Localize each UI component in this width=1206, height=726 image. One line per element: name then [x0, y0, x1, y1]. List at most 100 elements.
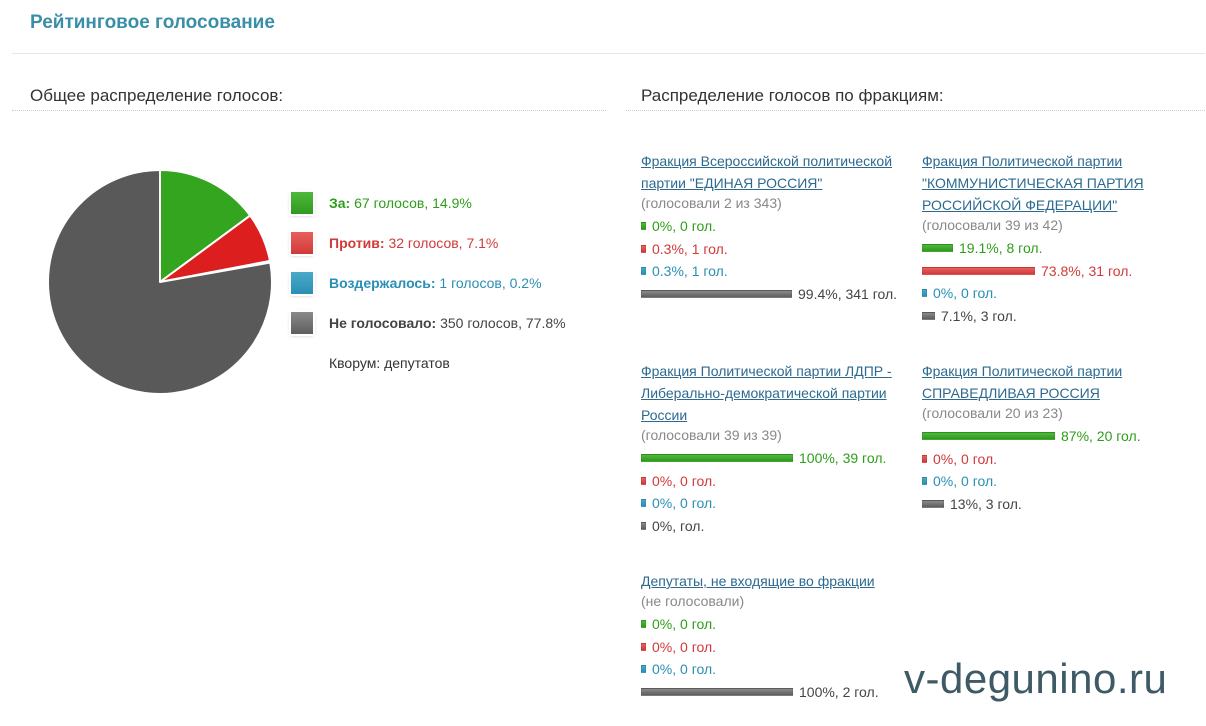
- faction-link[interactable]: Депутаты, не входящие во фракции: [641, 573, 875, 589]
- faction-voted-count: (голосовали 20 из 23): [922, 405, 1063, 421]
- page-title: Рейтинговое голосование: [30, 12, 275, 33]
- faction-vote-rows: 19.1%, 8 гол. 73.8%, 31 гол. 0%, 0 гол. 7.1…: [922, 237, 1194, 327]
- vote-bar-vozd: [922, 289, 927, 298]
- vote-row-vozd: 0%, 0 гол.: [641, 492, 913, 515]
- vote-bar-ne: [922, 499, 944, 508]
- site-watermark: v-degunino.ru: [904, 655, 1168, 702]
- faction-voted-count: (голосовали 39 из 42): [922, 217, 1063, 233]
- vote-bar-protiv: [641, 244, 646, 253]
- vote-text-ne: 13%, 3 гол.: [950, 495, 1022, 512]
- faction-voted-count: (голосовали 39 из 39): [641, 427, 782, 443]
- vote-bar-ne: [641, 289, 792, 298]
- vote-row-vozd: 0.3%, 1 гол.: [641, 260, 913, 283]
- factions-section-title: Распределение голосов по фракциям:: [641, 86, 944, 105]
- vote-row-protiv: 73.8%, 31 гол.: [922, 260, 1194, 283]
- vote-text-za: 100%, 39 гол.: [799, 450, 887, 467]
- vote-row-vozd: 0%, 0 гол.: [922, 282, 1194, 305]
- vote-row-ne: 13%, 3 гол.: [922, 493, 1194, 516]
- vote-bar-vozd: [641, 665, 646, 674]
- vote-row-za: 19.1%, 8 гол.: [922, 237, 1194, 260]
- vote-text-vozd: 0%, 0 гол.: [652, 495, 717, 512]
- vote-text-vozd: 0%, 0 гол.: [933, 473, 998, 490]
- quorum-text: Кворум: депутатов: [329, 355, 450, 371]
- faction-block: Фракция Политической партии СПРАВЕДЛИВАЯ…: [922, 360, 1194, 515]
- vote-bar-vozd: [641, 499, 646, 508]
- overall-section-divider: [12, 110, 606, 111]
- vote-bar-protiv: [922, 454, 927, 463]
- vote-bar-za: [641, 620, 646, 629]
- vote-row-protiv: 0%, 0 гол.: [641, 636, 913, 659]
- vote-text-protiv: 0%, 0 гол.: [652, 472, 717, 489]
- factions-section-divider: [626, 110, 1205, 111]
- vote-text-protiv: 0%, 0 гол.: [933, 450, 998, 467]
- legend-detail-za: 67 голосов, 14.9%: [354, 195, 472, 211]
- vote-bar-protiv: [922, 266, 1035, 275]
- vote-row-ne: 100%, 2 гол.: [641, 681, 913, 704]
- legend-item-vozd: Воздержалось: 1 голосов, 0.2%: [291, 268, 542, 298]
- vote-text-za: 19.1%, 8 гол.: [959, 240, 1043, 257]
- vote-text-ne: 7.1%, 3 гол.: [941, 307, 1017, 324]
- legend-swatch-protiv: [291, 232, 313, 254]
- vote-text-vozd: 0%, 0 гол.: [652, 661, 717, 678]
- faction-vote-rows: 87%, 20 гол. 0%, 0 гол. 0%, 0 гол. 13%, 3 г…: [922, 425, 1194, 515]
- faction-link[interactable]: Фракция Политической партии ЛДПР - Либер…: [641, 363, 892, 423]
- vote-row-protiv: 0%, 0 гол.: [641, 470, 913, 493]
- vote-text-protiv: 0%, 0 гол.: [652, 638, 717, 655]
- vote-bar-za: [641, 454, 793, 463]
- vote-text-ne: 100%, 2 гол.: [799, 683, 879, 700]
- vote-text-vozd: 0.3%, 1 гол.: [652, 263, 728, 280]
- vote-text-za: 87%, 20 гол.: [1061, 428, 1141, 445]
- faction-vote-rows: 100%, 39 гол. 0%, 0 гол. 0%, 0 гол. 0%, гол…: [641, 447, 913, 537]
- legend-detail-ne: 350 голосов, 77.8%: [440, 315, 566, 331]
- faction-vote-rows: 0%, 0 гол. 0%, 0 гол. 0%, 0 гол. 100%, 2 го…: [641, 613, 913, 703]
- legend-detail-protiv: 32 голосов, 7.1%: [388, 235, 499, 251]
- legend-item-za: За: 67 голосов, 14.9%: [291, 188, 472, 218]
- vote-pie-chart: [47, 169, 273, 395]
- vote-bar-vozd: [641, 267, 646, 276]
- faction-link[interactable]: Фракция Политической партии "КОММУНИСТИЧ…: [922, 153, 1144, 213]
- faction-block: Фракция Всероссийской политической парти…: [641, 150, 913, 305]
- legend-swatch-za: [291, 192, 313, 214]
- faction-link[interactable]: Фракция Всероссийской политической парти…: [641, 153, 893, 191]
- vote-row-za: 100%, 39 гол.: [641, 447, 913, 470]
- vote-text-ne: 0%, гол.: [652, 517, 705, 534]
- vote-row-za: 0%, 0 гол.: [641, 215, 913, 238]
- legend-label-vozd: Воздержалось:: [329, 275, 436, 291]
- legend-label-ne: Не голосовало:: [329, 315, 437, 331]
- vote-bar-ne: [641, 687, 793, 696]
- vote-bar-protiv: [641, 476, 646, 485]
- vote-text-vozd: 0%, 0 гол.: [933, 285, 998, 302]
- vote-bar-protiv: [641, 642, 646, 651]
- faction-voted-count: (не голосовали): [641, 593, 745, 609]
- title-divider: [12, 53, 1205, 54]
- legend-swatch-vozd: [291, 272, 313, 294]
- vote-text-protiv: 0.3%, 1 гол.: [652, 240, 728, 257]
- pie-slice-ne: [47, 169, 273, 395]
- vote-bar-ne: [641, 521, 646, 530]
- vote-row-za: 0%, 0 гол.: [641, 613, 913, 636]
- vote-text-ne: 99.4%, 341 гол.: [798, 285, 898, 302]
- vote-text-za: 0%, 0 гол.: [652, 218, 717, 235]
- vote-row-protiv: 0%, 0 гол.: [922, 448, 1194, 471]
- legend-swatch-ne: [291, 312, 313, 334]
- vote-row-protiv: 0.3%, 1 гол.: [641, 238, 913, 261]
- faction-block: Депутаты, не входящие во фракции (не гол…: [641, 570, 913, 703]
- vote-bar-za: [922, 432, 1055, 441]
- vote-row-vozd: 0%, 0 гол.: [641, 658, 913, 681]
- vote-row-ne: 7.1%, 3 гол.: [922, 305, 1194, 328]
- overall-section-title: Общее распределение голосов:: [30, 86, 284, 105]
- vote-bar-za: [922, 244, 953, 253]
- faction-voted-count: (голосовали 2 из 343): [641, 195, 782, 211]
- vote-text-za: 0%, 0 гол.: [652, 616, 717, 633]
- vote-row-vozd: 0%, 0 гол.: [922, 470, 1194, 493]
- faction-vote-rows: 0%, 0 гол. 0.3%, 1 гол. 0.3%, 1 гол. 99.4%,…: [641, 215, 913, 305]
- vote-bar-za: [641, 222, 646, 231]
- pie-slice-za: [159, 169, 252, 283]
- faction-link[interactable]: Фракция Политической партии СПРАВЕДЛИВАЯ…: [922, 363, 1123, 401]
- vote-bar-ne: [922, 311, 935, 320]
- vote-row-za: 87%, 20 гол.: [922, 425, 1194, 448]
- legend-label-protiv: Против:: [329, 235, 385, 251]
- legend-label-za: За:: [329, 195, 351, 211]
- vote-row-ne: 99.4%, 341 гол.: [641, 283, 913, 306]
- legend-detail-vozd: 1 голосов, 0.2%: [439, 275, 542, 291]
